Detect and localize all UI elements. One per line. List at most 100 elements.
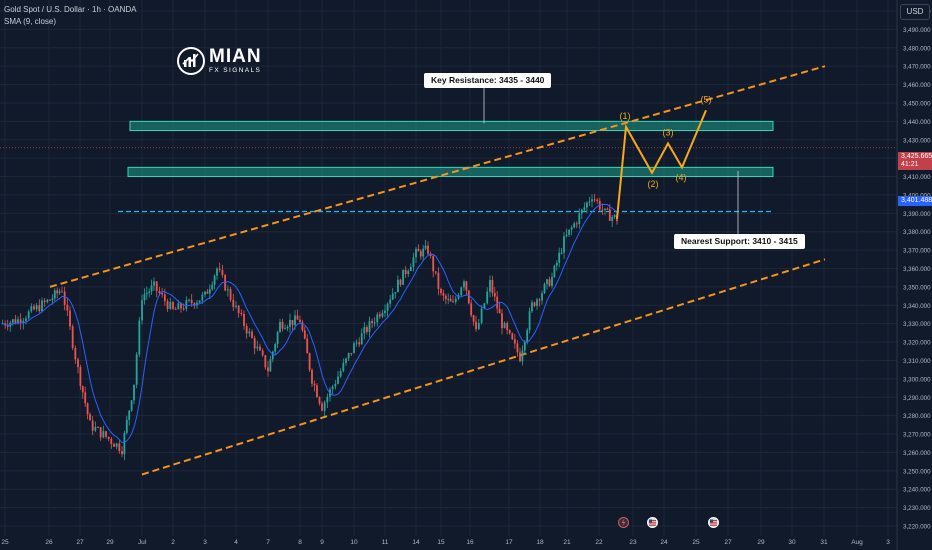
candle-body[interactable] [506,323,509,330]
candle-body[interactable] [71,326,74,348]
candle-body[interactable] [163,294,166,302]
candle-body[interactable] [259,346,261,351]
candle-body[interactable] [533,302,536,306]
candle-body[interactable] [115,443,118,447]
candle-body[interactable] [513,339,516,344]
us-flag-icon[interactable] [708,517,719,528]
candle-body[interactable] [185,300,188,309]
candle-body[interactable] [586,202,588,208]
candle-body[interactable] [102,431,105,438]
candle-body[interactable] [153,281,155,286]
candle-body[interactable] [11,319,14,323]
candle-body[interactable] [563,236,565,253]
candle-body[interactable] [97,427,99,429]
candle-body[interactable] [143,294,146,301]
candle-body[interactable] [150,285,153,292]
candle-body[interactable] [558,252,561,263]
candle-body[interactable] [454,298,457,303]
candle-body[interactable] [463,281,465,288]
candle-body[interactable] [424,245,427,249]
candle-body[interactable] [306,338,309,354]
candle-body[interactable] [334,383,337,387]
candle-body[interactable] [193,303,196,306]
candle-body[interactable] [169,301,172,309]
candle-body[interactable] [422,248,425,257]
candle-body[interactable] [503,323,506,329]
candle-body[interactable] [360,333,363,345]
candle-body[interactable] [253,338,256,349]
candle-body[interactable] [198,300,201,303]
candle-body[interactable] [373,322,376,324]
candle-body[interactable] [526,330,529,342]
candle-body[interactable] [235,305,237,307]
candle-body[interactable] [553,265,556,277]
candle-body[interactable] [213,275,216,285]
candle-body[interactable] [604,208,606,210]
candle-body[interactable] [394,292,397,294]
support-label[interactable]: Nearest Support: 3410 - 3415 [674,234,805,249]
candle-body[interactable] [303,330,306,339]
candle-body[interactable] [318,397,321,404]
us-flag-icon[interactable] [647,517,658,528]
candle-body[interactable] [427,245,429,254]
candle-body[interactable] [49,299,51,301]
candle-body[interactable] [546,279,548,284]
candle-body[interactable] [267,367,269,372]
upper-channel-line[interactable] [49,65,826,288]
candle-body[interactable] [508,329,511,334]
candle-body[interactable] [565,234,568,237]
candle-body[interactable] [86,403,89,415]
candle-body[interactable] [366,327,368,332]
candle-body[interactable] [84,392,87,404]
candle-body[interactable] [384,310,386,314]
candle-body[interactable] [148,291,151,293]
sma-line[interactable] [2,203,618,444]
candle-body[interactable] [578,213,581,224]
candle-body[interactable] [311,369,313,384]
candle-body[interactable] [279,321,281,333]
candle-body[interactable] [475,321,477,330]
candle-body[interactable] [145,292,148,295]
candle-body[interactable] [551,276,553,286]
candle-body[interactable] [321,403,323,411]
candle-body[interactable] [301,322,304,331]
candle-body[interactable] [158,290,161,294]
candle-body[interactable] [27,311,30,319]
candle-body[interactable] [593,199,596,201]
candle-body[interactable] [105,431,107,437]
candle-body[interactable] [432,256,435,272]
candle-body[interactable] [345,358,347,363]
candle-body[interactable] [521,350,524,362]
candle-body[interactable] [467,290,470,304]
currency-button[interactable]: USD [900,4,930,20]
candle-body[interactable] [133,384,135,401]
candle-body[interactable] [472,315,475,322]
candle-body[interactable] [125,419,128,433]
candle-body[interactable] [355,342,358,344]
candle-body[interactable] [245,325,248,334]
candle-body[interactable] [299,319,301,323]
candle-body[interactable] [596,199,599,201]
candle-body[interactable] [216,268,218,276]
candle-body[interactable] [274,344,277,352]
candle-body[interactable] [77,359,79,368]
candle-body[interactable] [19,319,22,324]
candle-body[interactable] [477,322,480,330]
candle-body[interactable] [371,321,373,324]
candle-body[interactable] [180,303,182,309]
candle-body[interactable] [516,343,519,353]
candle-body[interactable] [248,331,251,334]
candle-body[interactable] [69,310,71,327]
candle-body[interactable] [575,223,578,225]
candle-body[interactable] [409,266,412,271]
candle-body[interactable] [161,293,164,295]
candle-body[interactable] [289,319,291,327]
candle-body[interactable] [51,298,54,301]
candle-body[interactable] [536,299,538,306]
candle-body[interactable] [358,342,361,345]
candle-body[interactable] [74,347,77,360]
candle-body[interactable] [208,289,211,294]
candle-body[interactable] [347,353,350,359]
candle-body[interactable] [337,376,339,384]
